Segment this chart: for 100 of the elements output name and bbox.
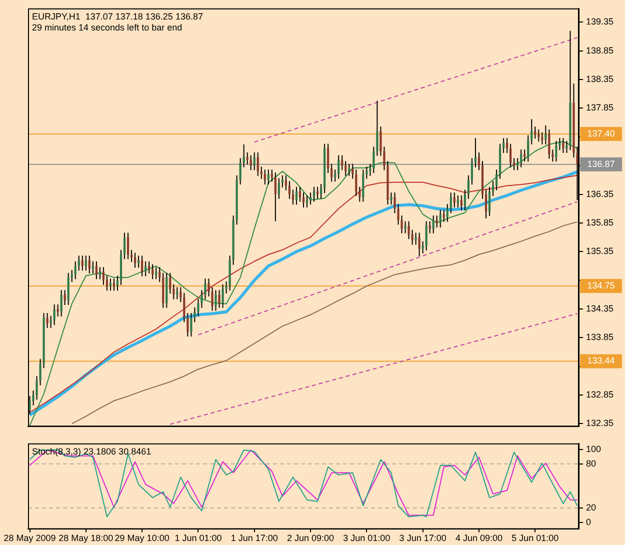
candlestick (246, 152, 248, 165)
y-tick-label: 133.85 (586, 332, 614, 342)
candlestick (295, 186, 298, 206)
candlestick (527, 134, 530, 162)
candlestick (460, 194, 462, 211)
y-tick-label: 20 (586, 502, 596, 512)
candlestick (456, 194, 459, 208)
x-tick-label: 3 Jun 17:00 (399, 533, 446, 544)
candlestick (46, 312, 48, 328)
candlestick (274, 172, 276, 222)
candlestick (432, 214, 434, 234)
candlestick (70, 269, 73, 283)
candlestick (134, 252, 136, 268)
candlestick (144, 260, 147, 277)
candlestick (450, 192, 452, 214)
x-tick-label: 29 May 10:00 (114, 533, 170, 544)
x-tick-label: 28 May 18:00 (58, 533, 114, 544)
candlestick (341, 154, 344, 171)
y-tick-label: 0 (586, 517, 592, 528)
candlestick (513, 158, 516, 171)
x-tick-label: 1 Jun 01:00 (174, 533, 222, 544)
candlestick (372, 146, 375, 174)
candlestick (56, 304, 59, 317)
candlestick (312, 186, 316, 202)
candlestick (327, 143, 330, 174)
y-tick-label: 138.85 (586, 45, 614, 56)
x-tick-label: 5 Jun 01:00 (512, 533, 559, 544)
candlestick (348, 163, 350, 176)
candlestick (408, 220, 410, 240)
candlestick (284, 174, 288, 191)
candlestick (130, 249, 133, 262)
candlestick (264, 169, 266, 186)
candlestick (218, 290, 220, 308)
candlestick (344, 160, 347, 176)
candlestick (334, 169, 336, 182)
candlestick (555, 140, 558, 162)
candlestick (126, 232, 130, 260)
text: 29 minutes 14 seconds left to bar end (32, 22, 182, 32)
candlestick (309, 192, 312, 206)
candlestick (253, 152, 256, 171)
candlestick (74, 260, 76, 280)
candlestick (470, 158, 474, 186)
candlestick (95, 260, 98, 280)
candlestick (404, 220, 406, 234)
x-tick-label: 1 Jun 17:00 (230, 533, 278, 544)
candlestick (502, 138, 505, 154)
y-tick-label: 135.35 (586, 246, 614, 256)
candlestick (422, 240, 424, 254)
x-tick-label: 2 Jun 09:00 (286, 533, 334, 544)
candlestick (204, 278, 206, 300)
y-tick-label: 135.85 (586, 217, 614, 228)
candlestick (281, 174, 284, 188)
candlestick (506, 138, 508, 154)
candlestick (418, 232, 420, 257)
candlestick (306, 194, 308, 208)
x-tick-label: 3 Jun 01:00 (343, 533, 390, 544)
candlestick (270, 169, 273, 182)
y-tick-label: 80 (586, 458, 596, 468)
candlestick (84, 255, 87, 272)
candlestick (338, 154, 340, 180)
candlestick (453, 192, 456, 208)
y-tick-label: 139.35 (586, 16, 614, 27)
ref-line-label: 134.75 (587, 280, 615, 291)
candlestick (562, 138, 564, 154)
candlestick (102, 266, 105, 286)
candlestick (60, 290, 62, 317)
candlestick (488, 186, 491, 217)
candlestick (123, 232, 126, 260)
candlestick (355, 169, 358, 196)
candlestick (478, 152, 480, 171)
ref-line-label: 137.40 (587, 128, 615, 139)
candlestick (211, 286, 214, 312)
candlestick (510, 143, 512, 168)
candlestick (214, 290, 217, 312)
y-tick-label: 134.35 (586, 303, 614, 314)
y-tick-label: 132.35 (586, 418, 614, 428)
y-tick-label: 136.35 (586, 188, 614, 199)
candlestick (81, 255, 84, 272)
candlestick (492, 180, 494, 196)
candlestick (116, 275, 119, 292)
candlestick (180, 286, 182, 303)
candlestick (288, 180, 291, 200)
candlestick (172, 284, 175, 300)
y-tick-label: 137.85 (586, 102, 614, 113)
ref-line-label: 133.44 (587, 356, 615, 366)
candlestick (152, 264, 154, 280)
candlestick (208, 278, 210, 297)
candlestick (484, 189, 488, 219)
candlestick (394, 192, 396, 214)
candlestick (106, 275, 108, 292)
candlestick (520, 149, 522, 168)
candlestick (239, 158, 242, 186)
candlestick (92, 260, 94, 274)
candlestick (183, 292, 186, 323)
candlestick (222, 284, 224, 308)
candlestick (390, 192, 392, 206)
candlestick (302, 192, 305, 208)
y-tick-label: 138.35 (586, 74, 614, 84)
candlestick (169, 272, 172, 294)
candlestick (352, 163, 354, 180)
